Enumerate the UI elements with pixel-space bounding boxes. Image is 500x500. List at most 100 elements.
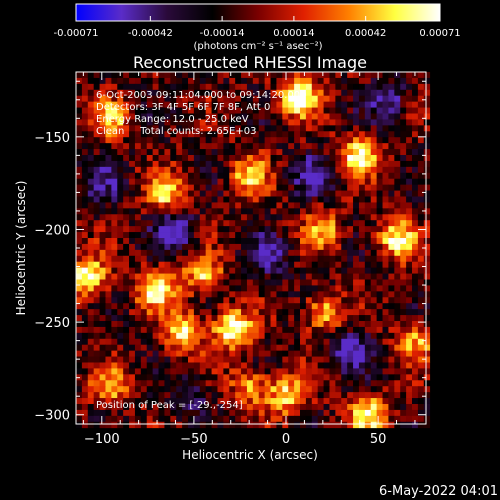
heatmap-cell [270,220,277,227]
heatmap-cell [370,113,378,120]
heatmap-cell [217,380,224,387]
heatmap-cell [211,261,218,269]
heatmap-cell [417,77,425,85]
heatmap-cell [376,279,383,286]
heatmap-cell [170,190,177,197]
heatmap-cell [382,101,389,108]
heatmap-cell [294,155,301,162]
heatmap-cell [288,77,295,85]
heatmap-cell [129,107,136,114]
heatmap-cell [335,95,342,103]
heatmap-cell [241,72,248,79]
heatmap-cell [329,403,336,411]
heatmap-cell [193,107,201,114]
heatmap-cell [412,291,419,298]
heatmap-cell [146,255,154,263]
heatmap-cell [229,279,236,286]
heatmap-cell [134,362,142,369]
heatmap-cell [87,320,95,328]
heatmap-cell [394,220,401,227]
heatmap-cell [111,362,118,369]
heatmap-cell [199,273,207,280]
heatmap-cell [252,166,260,174]
heatmap-cell [93,83,100,91]
heatmap-cell [282,297,289,304]
heatmap-cell [394,344,401,352]
heatmap-cell [329,386,336,393]
heatmap-cell [294,291,301,298]
heatmap-cell [276,72,283,79]
heatmap-cell [81,267,89,274]
heatmap-cell [87,338,95,346]
heatmap-cell [223,184,230,191]
heatmap-cell [105,309,112,316]
heatmap-cell [311,415,319,423]
heatmap-cell [158,267,165,274]
heatmap-cell [264,155,271,162]
heatmap-cell [205,285,212,292]
heatmap-cell [246,178,254,186]
y-tick-label: −250 [34,316,70,331]
heatmap-cell [182,309,189,316]
heatmap-cell [300,398,307,405]
heatmap-cell [305,83,313,91]
heatmap-cell [364,273,372,280]
heatmap-cell [382,303,389,310]
heatmap-cell [417,113,425,120]
heatmap-cell [193,149,201,156]
heatmap-cell [294,202,301,209]
heatmap-cell [140,172,148,180]
heatmap-cell [123,350,130,357]
heatmap-cell [152,326,159,334]
heatmap-cell [170,398,177,405]
heatmap-cell [158,137,165,144]
heatmap-cell [182,113,189,120]
heatmap-cell [323,249,330,257]
heatmap-cell [164,172,171,180]
heatmap-cell [382,297,389,304]
heatmap-cell [134,196,142,203]
heatmap-cell [252,350,260,357]
heatmap-cell [376,285,383,292]
heatmap-cell [76,380,83,387]
heatmap-cell [105,101,112,108]
heatmap-cell [188,409,195,417]
heatmap-cell [264,107,271,114]
heatmap-cell [81,350,89,357]
heatmap-cell [241,184,248,191]
heatmap-cell [134,184,142,191]
heatmap-cell [129,255,136,263]
heatmap-cell [323,303,330,310]
heatmap-cell [223,332,230,340]
heatmap-cell [140,368,148,375]
heatmap-cell [176,249,183,257]
heatmap-cell [364,303,372,310]
heatmap-cell [87,368,95,375]
heatmap-cell [87,113,95,120]
heatmap-cell [134,415,142,423]
heatmap-cell [288,303,295,310]
heatmap-cell [370,279,378,286]
heatmap-cell [417,72,425,79]
heatmap-cell [252,315,260,322]
heatmap-cell [105,143,112,150]
heatmap-cell [235,261,242,269]
heatmap-cell [376,131,383,138]
heatmap-cell [158,249,165,257]
heatmap-cell [205,338,212,346]
heatmap-cell [182,95,189,103]
heatmap-cell [93,243,100,251]
heatmap-cell [76,196,83,203]
heatmap-cell [193,368,201,375]
heatmap-cell [358,362,366,369]
heatmap-cell [364,155,372,162]
heatmap-cell [93,172,100,180]
heatmap-cell [152,196,159,203]
heatmap-cell [376,107,383,114]
heatmap-cell [270,249,277,257]
heatmap-cell [152,398,159,405]
heatmap-cell [182,386,189,393]
heatmap-cell [335,398,342,405]
heatmap-cell [353,326,360,334]
heatmap-cell [382,214,389,221]
